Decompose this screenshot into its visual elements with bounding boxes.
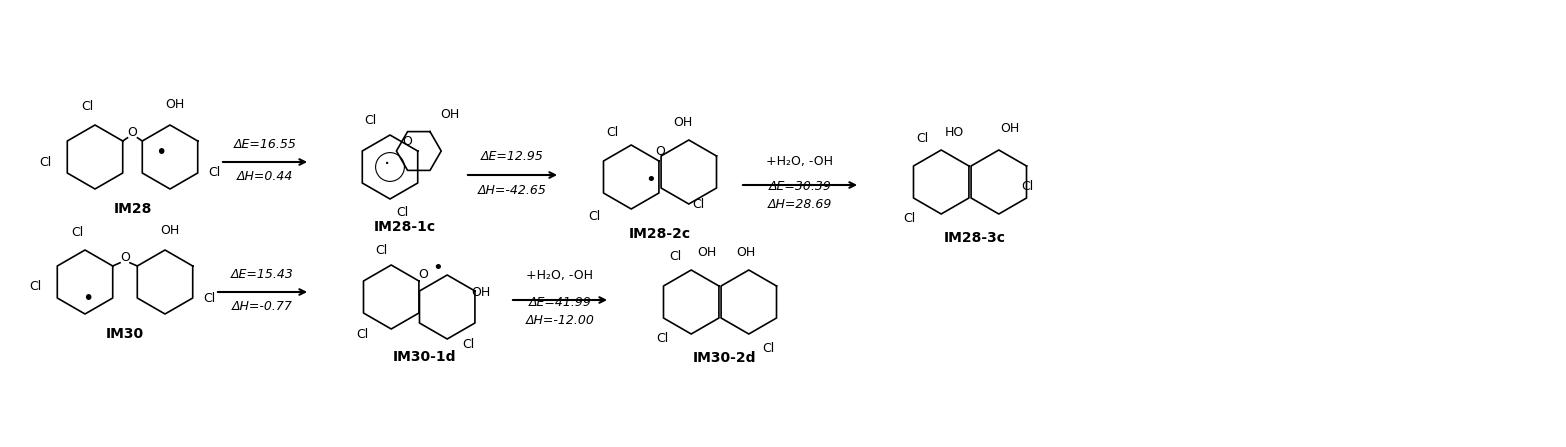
Text: ΔE=16.55: ΔE=16.55 [233, 138, 296, 151]
Text: IM30-2d: IM30-2d [694, 351, 756, 365]
Text: •: • [155, 143, 166, 161]
Text: •: • [645, 171, 656, 189]
Text: IM30: IM30 [106, 327, 144, 341]
Text: ΔH=-42.65: ΔH=-42.65 [478, 184, 547, 197]
Text: Cl: Cl [208, 166, 221, 180]
Text: O: O [418, 268, 428, 281]
Text: +H₂O, -OH: +H₂O, -OH [766, 155, 833, 168]
Text: Cl: Cl [357, 328, 368, 341]
Text: OH: OH [697, 245, 717, 258]
Text: IM28: IM28 [113, 202, 152, 216]
Text: Cl: Cl [365, 114, 377, 127]
Text: ΔH=0.44: ΔH=0.44 [236, 170, 293, 184]
Text: Cl: Cl [28, 281, 41, 294]
Text: ΔH=-0.77: ΔH=-0.77 [232, 300, 293, 313]
Text: OH: OH [673, 117, 692, 130]
Text: OH: OH [160, 224, 180, 236]
Text: O: O [127, 127, 138, 139]
Text: OH: OH [736, 245, 755, 258]
Text: IM28-2c: IM28-2c [630, 227, 691, 241]
Text: •: • [432, 259, 443, 277]
Text: Cl: Cl [204, 291, 215, 304]
Text: ·: · [384, 155, 390, 173]
Text: Cl: Cl [656, 333, 669, 346]
Text: OH: OH [471, 286, 490, 299]
Text: Cl: Cl [606, 127, 619, 139]
Text: Cl: Cl [916, 131, 929, 144]
Text: OH: OH [1001, 122, 1019, 135]
Text: OH: OH [440, 109, 460, 122]
Text: O: O [655, 145, 666, 158]
Text: Cl: Cl [589, 211, 600, 224]
Text: Cl: Cl [669, 249, 681, 262]
Text: ΔE=30.39: ΔE=30.39 [769, 181, 832, 194]
Text: ΔH=28.69: ΔH=28.69 [767, 198, 832, 211]
Text: HO: HO [944, 126, 963, 139]
Text: Cl: Cl [763, 342, 774, 354]
Text: O: O [121, 251, 130, 264]
Text: Cl: Cl [462, 337, 474, 350]
Text: IM30-1d: IM30-1d [393, 350, 457, 364]
Text: +H₂O, -OH: +H₂O, -OH [526, 270, 594, 283]
Text: Cl: Cl [81, 101, 92, 114]
Text: •: • [83, 288, 94, 308]
Text: Cl: Cl [396, 207, 409, 219]
Text: Cl: Cl [1021, 181, 1034, 194]
Text: ΔE=15.43: ΔE=15.43 [232, 267, 294, 281]
Text: Cl: Cl [39, 156, 52, 169]
Text: IM28-1c: IM28-1c [374, 220, 435, 234]
Text: IM28-3c: IM28-3c [944, 231, 1005, 245]
Text: Cl: Cl [70, 225, 83, 239]
Text: Cl: Cl [376, 245, 388, 257]
Text: Cl: Cl [904, 212, 915, 225]
Text: ΔH=-12.00: ΔH=-12.00 [526, 313, 595, 326]
Text: OH: OH [166, 98, 185, 111]
Text: O: O [402, 135, 412, 148]
Text: ΔE=12.95: ΔE=12.95 [481, 151, 543, 164]
Text: ΔE=41.99: ΔE=41.99 [529, 295, 592, 308]
Text: Cl: Cl [692, 198, 705, 211]
